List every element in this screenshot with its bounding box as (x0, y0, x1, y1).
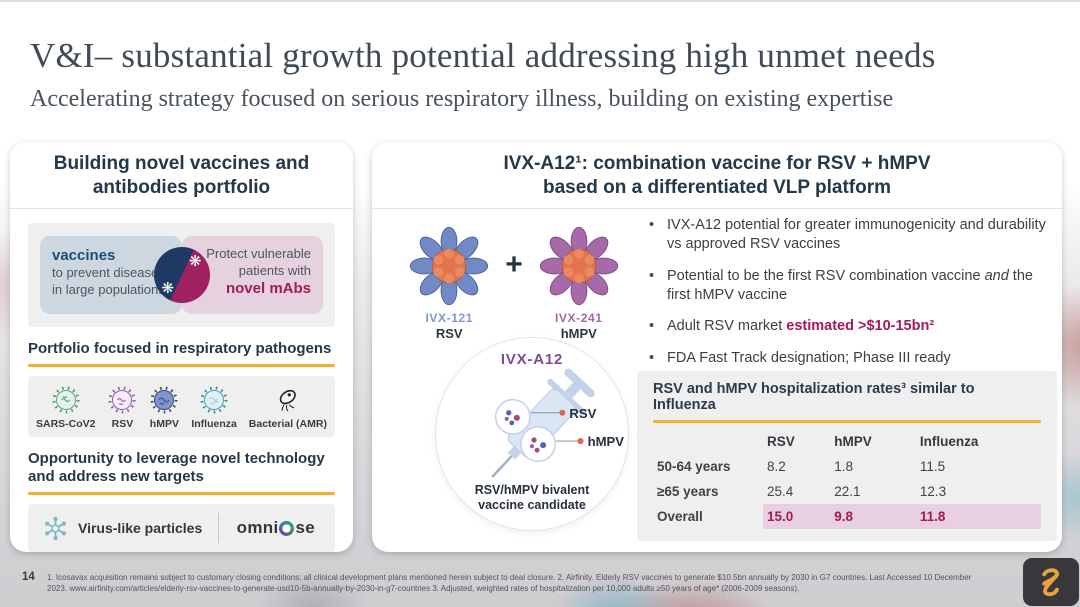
gold-rule (28, 364, 335, 367)
key-points-list: IVX-A12 potential for greater immunogeni… (645, 216, 1047, 381)
technology-strip: Virus-like particles omni se (28, 504, 335, 552)
bullet-market-size: Adult RSV market estimated >$10-15bn² (645, 317, 1047, 336)
table-header-row: RSV hMPV Influenza (653, 429, 1041, 454)
bullet-immunogenicity: IVX-A12 potential for greater immunogeni… (645, 216, 1047, 254)
pathogen-bacterial-amr: Bacterial (AMR) (249, 385, 327, 430)
ivx-241-particle-icon (539, 226, 618, 306)
pathogen-sars-cov2: SARS-CoV2 (36, 385, 96, 430)
virus-like-particle-icon (44, 516, 67, 540)
rsv-virus-icon (108, 386, 136, 414)
ivx-a12-title: IVX-A12 (500, 351, 564, 368)
syringe-rsv-label: RSV (569, 406, 596, 421)
syringe-hmpv-label: hMPV (588, 434, 625, 449)
sars-cov2-virus-icon (52, 386, 80, 414)
influenza-virus-icon (200, 386, 228, 414)
ivx-121-name: RSV (435, 326, 463, 341)
ivx-121-figure: IVX-121 RSV (397, 222, 501, 341)
ivx-121-code: IVX-121 (425, 311, 474, 325)
ivx-a12-diagram: IVX-A12 (436, 338, 628, 530)
table-row-overall: Overall 15.0 9.8 11.8 (653, 503, 1041, 529)
page-number: 14 (22, 571, 35, 583)
pathogen-influenza: Influenza (191, 385, 237, 430)
slide-title: V&I– substantial growth potential addres… (30, 36, 936, 75)
footnote: 1. Icosavax acquisition remains subject … (47, 573, 972, 594)
pathogen-rsv: RSV (107, 385, 137, 430)
opportunity-heading: Opportunity to leverage novel technology… (28, 450, 325, 485)
table-row: ≥65 years 25.4 22.1 12.3 (657, 483, 947, 499)
ivx-241-code: IVX-241 (554, 311, 603, 325)
mabs-desc-line1: Protect vulnerable (206, 246, 311, 261)
right-header-line1: IVX-A12¹: combination vaccine for RSV + … (503, 153, 931, 175)
vaccine-antibody-circle-icon: ❋ ❋ (153, 247, 210, 303)
pathogens-heading: Portfolio focused in respiratory pathoge… (28, 340, 332, 357)
table-row: 50-64 years 8.2 1.8 11.5 (657, 458, 946, 474)
ivx-241-figure: IVX-241 hMPV (527, 222, 631, 341)
right-header-line2: based on a differentiated VLP platform (542, 177, 892, 198)
market-estimate-highlight: estimated >$10-15bn² (786, 318, 935, 335)
hospitalization-rates-panel: RSV and hMPV hospitalization rates³ simi… (637, 371, 1057, 541)
mabs-desc-line2: patients with (238, 262, 311, 278)
col-hmpv: hMPV (834, 433, 872, 449)
left-panel: Building novel vaccines and antibodies p… (10, 142, 353, 552)
vertical-divider (217, 513, 219, 543)
plus-sign: + (505, 248, 523, 281)
vlp-particles-figure: IVX-121 RSV + (388, 222, 640, 341)
vlp-label: Virus-like particles (78, 520, 203, 536)
hospitalization-rates-table: RSV hMPV Influenza 50-64 years 8.2 1.8 1… (653, 429, 1041, 529)
rates-table-title: RSV and hMPV hospitalization rates³ simi… (653, 381, 975, 413)
virus-glyph-icon: ❋ (188, 253, 202, 270)
col-influenza: Influenza (919, 433, 979, 449)
ivx-121-particle-icon (410, 226, 489, 306)
bullet-first-combination: Potential to be the first RSV combinatio… (645, 267, 1047, 305)
vaccines-title: vaccines (52, 247, 116, 264)
vaccines-desc-line2: in large populations (52, 281, 165, 297)
diagram-caption: RSV/hMPV bivalent vaccine candidate (474, 482, 590, 513)
bacterium-icon (279, 389, 296, 412)
hmpv-virus-icon (150, 386, 178, 414)
vaccines-desc-line1: to prevent disease (52, 265, 159, 281)
omniose-o-icon (279, 520, 295, 536)
vaccines-mabs-infographic: vaccines to prevent disease in large pop… (28, 223, 335, 327)
astrazeneca-logo-badge (1023, 558, 1079, 606)
right-panel-header: IVX-A12¹: combination vaccine for RSV + … (372, 142, 1062, 209)
astrazeneca-speedmark-icon (1042, 568, 1059, 597)
top-border (0, 0, 1080, 2)
gold-rule (28, 492, 335, 495)
slide-subtitle: Accelerating strategy focused on serious… (30, 86, 894, 112)
pathogen-list: SARS-CoV2 RSV hMPV (28, 376, 335, 437)
syringe-icon: RSV hMPV (491, 368, 625, 478)
pathogen-hmpv: hMPV (149, 385, 179, 430)
mabs-title: novel mAbs (225, 280, 311, 298)
omniose-logo: omni se (236, 518, 315, 537)
virus-glyph-icon: ❋ (161, 280, 175, 297)
ivx-241-name: hMPV (560, 326, 597, 341)
gold-rule (653, 420, 1041, 423)
right-panel: IVX-A12¹: combination vaccine for RSV + … (372, 142, 1062, 552)
left-panel-header: Building novel vaccines and antibodies p… (10, 142, 353, 209)
col-rsv: RSV (767, 433, 795, 449)
bullet-fda-fast-track: FDA Fast Track designation; Phase III re… (645, 349, 1047, 368)
